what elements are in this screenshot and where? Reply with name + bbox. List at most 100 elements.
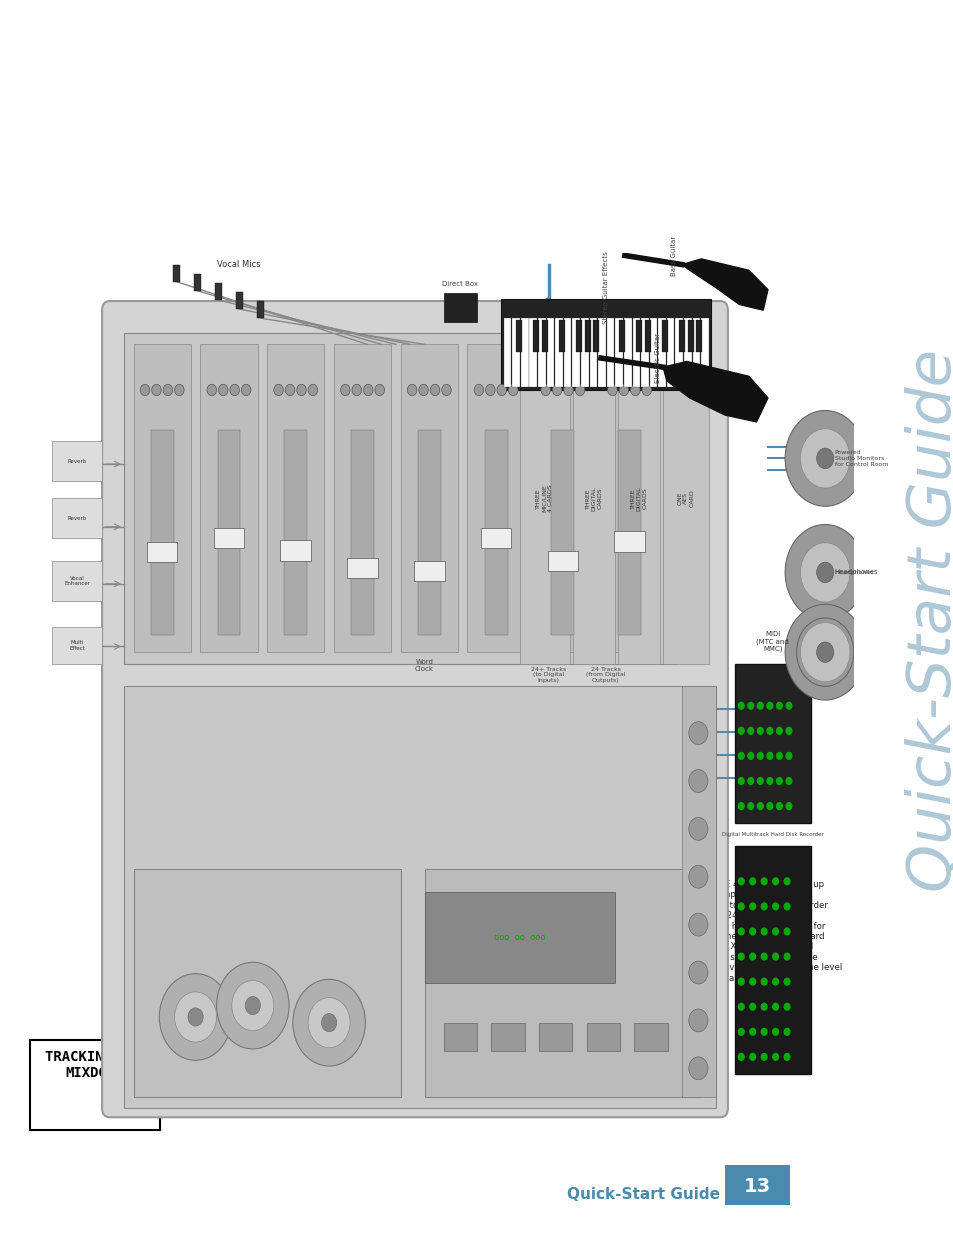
Text: Electric Guitar: Electric Guitar [655, 333, 660, 383]
Bar [124, 333, 677, 663]
Bar [576, 320, 581, 352]
Bar [589, 319, 597, 387]
Bar [632, 319, 639, 387]
Circle shape [688, 818, 707, 840]
Circle shape [738, 727, 743, 735]
Bar [541, 320, 547, 352]
Circle shape [766, 752, 772, 760]
Bar [133, 868, 400, 1097]
Bar [533, 320, 538, 352]
Circle shape [688, 1009, 707, 1031]
Text: Vocal Mics: Vocal Mics [216, 259, 260, 269]
Circle shape [749, 927, 755, 935]
Bar [563, 319, 571, 387]
Circle shape [772, 903, 778, 910]
Bar [520, 319, 528, 387]
Circle shape [816, 642, 833, 662]
Text: Word
Clock: Word Clock [415, 659, 434, 672]
Circle shape [785, 803, 791, 809]
Circle shape [285, 384, 294, 395]
Circle shape [749, 978, 755, 986]
Bar [623, 319, 631, 387]
Circle shape [760, 953, 766, 960]
Circle shape [772, 1029, 778, 1035]
Circle shape [618, 384, 628, 395]
Circle shape [783, 978, 789, 986]
Text: Multi
Effect: Multi Effect [70, 640, 85, 651]
Circle shape [783, 878, 789, 884]
Circle shape [785, 778, 791, 784]
Bar [417, 430, 440, 635]
Circle shape [308, 998, 350, 1047]
Circle shape [757, 752, 762, 760]
Circle shape [607, 384, 617, 395]
Bar [217, 430, 240, 635]
Bar [618, 430, 640, 635]
Text: Powered
Studio Monitors
for Control Room: Powered Studio Monitors for Control Room [834, 450, 887, 467]
Polygon shape [662, 362, 767, 422]
Circle shape [688, 721, 707, 745]
Text: ONE
AES
CARD: ONE AES CARD [677, 489, 694, 508]
Circle shape [188, 1008, 203, 1026]
Circle shape [688, 1057, 707, 1079]
Circle shape [485, 384, 495, 395]
Bar [573, 333, 615, 663]
Circle shape [296, 384, 306, 395]
Bar [584, 320, 590, 352]
Circle shape [749, 903, 755, 910]
Circle shape [163, 384, 172, 395]
Text: This diagram demonstrates how to use three MIC/LINE 4 cards, providing up
to 24 : This diagram demonstrates how to use thr… [495, 881, 841, 993]
Circle shape [140, 384, 150, 395]
Circle shape [757, 778, 762, 784]
Circle shape [766, 778, 772, 784]
Circle shape [760, 1053, 766, 1061]
Bar [537, 319, 545, 387]
Circle shape [738, 1053, 743, 1061]
Bar [267, 345, 324, 652]
Bar [443, 1023, 476, 1051]
Bar [614, 563, 644, 584]
Circle shape [760, 927, 766, 935]
Bar [52, 498, 102, 538]
Circle shape [352, 384, 361, 395]
Bar [334, 345, 391, 652]
Circle shape [783, 903, 789, 910]
Text: 24+ Tracks
(to Digital
Inputs): 24+ Tracks (to Digital Inputs) [531, 667, 565, 683]
Bar [546, 319, 554, 387]
Circle shape [738, 803, 743, 809]
Circle shape [757, 803, 762, 809]
Bar [424, 892, 615, 983]
Circle shape [766, 803, 772, 809]
Bar [500, 299, 710, 390]
Bar [640, 319, 648, 387]
Bar [658, 319, 665, 387]
Circle shape [785, 703, 791, 709]
Circle shape [776, 752, 781, 760]
Bar [724, 1165, 789, 1205]
Circle shape [776, 727, 781, 735]
Bar [424, 868, 700, 1097]
Circle shape [207, 384, 216, 395]
Circle shape [776, 778, 781, 784]
Bar [606, 319, 614, 387]
Circle shape [760, 903, 766, 910]
Bar [124, 687, 715, 1108]
Circle shape [563, 384, 573, 395]
Circle shape [738, 1003, 743, 1010]
Circle shape [552, 384, 561, 395]
Circle shape [760, 878, 766, 884]
Bar [133, 345, 191, 652]
Circle shape [785, 752, 791, 760]
Circle shape [738, 778, 743, 784]
Circle shape [784, 604, 864, 700]
FancyBboxPatch shape [102, 301, 727, 1118]
Bar [351, 430, 374, 635]
Circle shape [760, 978, 766, 986]
Circle shape [785, 727, 791, 735]
Text: Headphones: Headphones [834, 569, 873, 574]
Bar [551, 430, 574, 635]
Bar [661, 320, 667, 352]
Circle shape [738, 927, 743, 935]
Text: Headphones: Headphones [834, 569, 878, 576]
Text: Direct Box: Direct Box [441, 282, 477, 288]
